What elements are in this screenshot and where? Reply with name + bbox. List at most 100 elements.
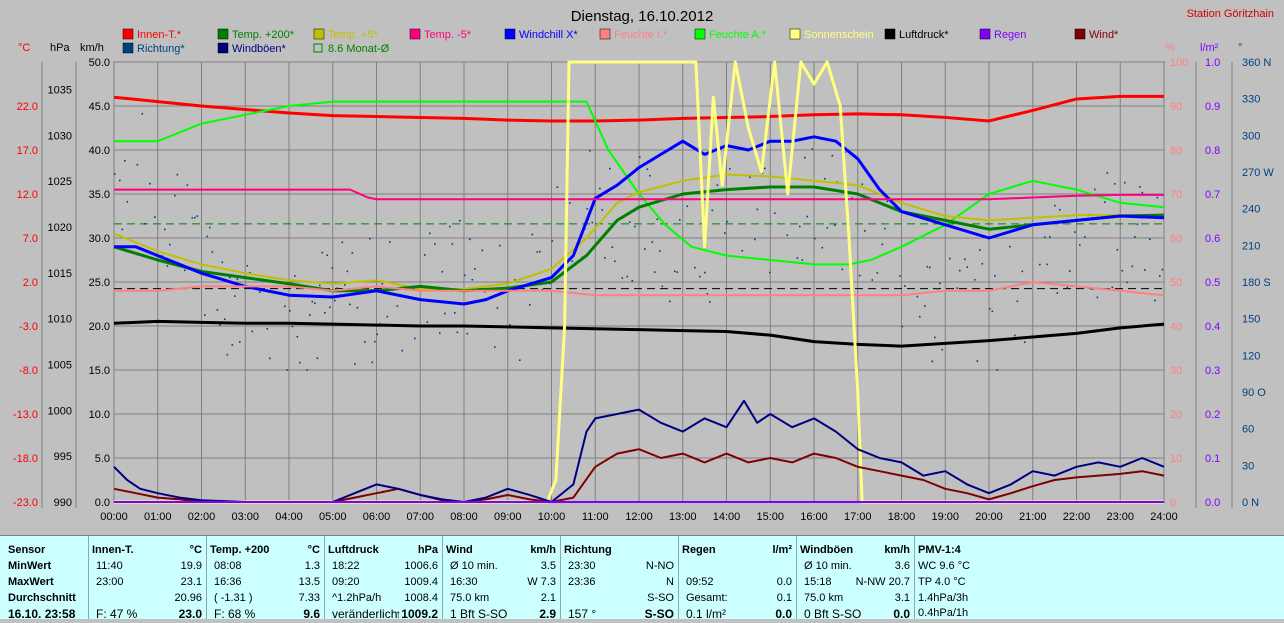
- innen-row-value: 20.96: [174, 592, 202, 604]
- wind-tick-label: 15.0: [89, 365, 110, 377]
- direction-point: [336, 287, 339, 290]
- direction-point: [591, 221, 594, 224]
- direction-point: [311, 300, 314, 303]
- legend-swatch: [884, 28, 896, 40]
- wind-row-label: Ø 10 min.: [450, 560, 498, 572]
- direction-point: [204, 314, 206, 316]
- direction-point: [919, 315, 921, 318]
- temp-tick-label: 22.0: [17, 101, 38, 113]
- direction-point: [439, 332, 441, 334]
- wind-tick-label: 0.0: [95, 497, 110, 509]
- direction-point: [396, 305, 399, 307]
- boeen-row-label: Ø 10 min.: [804, 560, 852, 572]
- richtung-row: S-SO: [564, 592, 674, 608]
- boeen-row: 15:18 N-NW 20.7: [800, 576, 910, 592]
- wind-tick-label: 20.0: [89, 321, 110, 333]
- direction-point: [729, 167, 731, 170]
- wind-row: Ø 10 min. 3.5: [446, 560, 556, 576]
- statistics-table: Sensor MinWert MaxWert Durchschnitt 16.1…: [0, 535, 1284, 621]
- direction-point: [799, 225, 801, 228]
- rain-tick-label: 0.5: [1205, 277, 1220, 289]
- direction-point: [236, 278, 239, 280]
- wind-row: 1 Bft S-SO 2.9: [446, 607, 556, 623]
- pmv-row: WC 9.6 °C: [918, 560, 971, 572]
- direction-point: [496, 307, 499, 309]
- innen-row: 23:00 23.1: [92, 576, 202, 592]
- humidity-unit-label: %: [1165, 42, 1175, 54]
- temp-row: 08:08 1.3: [210, 560, 320, 576]
- direction-point: [114, 173, 116, 175]
- direction-point: [426, 321, 429, 323]
- direction-point: [1139, 186, 1141, 188]
- regen-unit: l/m²: [772, 544, 792, 556]
- direction-point: [1149, 238, 1151, 241]
- direction-point: [424, 254, 426, 256]
- direction-point: [631, 279, 634, 282]
- direction-point: [989, 307, 991, 310]
- richtung-row-value: S-SO: [647, 592, 674, 604]
- direction-point: [926, 265, 929, 268]
- legend-swatch: [409, 28, 421, 40]
- direction-point: [351, 252, 354, 254]
- axes: 22.0 17.0 12.0 7.0 2.0 -3.0 -8.0 -13.0 -18.0 -23.…: [13, 57, 1274, 523]
- wind-row-value: W 7.3: [527, 576, 556, 588]
- x-tick-label: 24:00: [1150, 511, 1178, 523]
- sensor-title: Sensor: [8, 544, 46, 556]
- pressure-unit-label: hPa: [50, 42, 70, 54]
- direction-point: [764, 167, 766, 170]
- druck-unit: hPa: [417, 544, 438, 556]
- legend-label: Sonnenschein: [804, 29, 874, 41]
- direction-point: [859, 274, 861, 277]
- direction-point: [826, 227, 829, 229]
- x-tick-label: 17:00: [844, 511, 872, 523]
- direction-point: [456, 331, 459, 334]
- direction-point: [186, 184, 189, 186]
- direction-point: [604, 256, 606, 259]
- direction-point: [1054, 204, 1056, 207]
- temp-tick-label: 12.0: [17, 189, 38, 201]
- wind-tick-label: 40.0: [89, 145, 110, 157]
- series-line-3: [113, 185, 1165, 293]
- direction-point: [716, 184, 719, 186]
- direction-point: [429, 232, 431, 235]
- direction-point: [959, 269, 961, 272]
- boeen-row-value: 3.1: [894, 592, 910, 604]
- temp-unit-label: °C: [18, 42, 30, 54]
- direction-point: [786, 234, 789, 237]
- direction-point: [371, 361, 374, 364]
- direction-point: [334, 299, 336, 302]
- direction-point: [449, 225, 451, 228]
- direction-point: [1134, 236, 1136, 238]
- boeen-row-value: N-NW 20.7: [855, 576, 910, 588]
- pressure-tick-label: 990: [54, 497, 72, 509]
- direction-tick-label: 180 S: [1242, 277, 1271, 289]
- direction-point: [119, 179, 121, 182]
- direction-point: [994, 275, 996, 277]
- direction-point: [141, 112, 144, 115]
- direction-point: [249, 271, 251, 274]
- x-tick-label: 09:00: [494, 511, 522, 523]
- direction-point: [454, 312, 456, 314]
- pressure-tick-label: 1030: [48, 130, 72, 142]
- direction-point: [841, 268, 844, 271]
- direction-point: [661, 285, 664, 288]
- direction-point: [804, 156, 806, 159]
- series-line-5: [114, 188, 1164, 201]
- direction-point: [609, 167, 611, 170]
- richtung-column: Richtung 23:30 N-NO 23:36 N S-SO 157 ° S-SO: [560, 536, 679, 621]
- direction-point: [769, 271, 771, 274]
- temp-row-value: 9.6: [303, 607, 320, 621]
- direction-point: [586, 208, 589, 210]
- direction-point: [369, 237, 371, 240]
- temp-row: F: 68 % 9.6: [210, 607, 320, 623]
- wind-row-value: 2.1: [540, 592, 556, 604]
- direction-point: [231, 344, 234, 346]
- legend-swatch: [599, 28, 611, 40]
- direction-point: [1024, 341, 1026, 343]
- direction-point: [266, 327, 269, 330]
- series-line-1: [114, 100, 1165, 266]
- direction-point: [294, 275, 296, 277]
- direction-point: [206, 235, 209, 238]
- direction-point: [1084, 236, 1086, 238]
- temp-unit: °C: [307, 544, 320, 556]
